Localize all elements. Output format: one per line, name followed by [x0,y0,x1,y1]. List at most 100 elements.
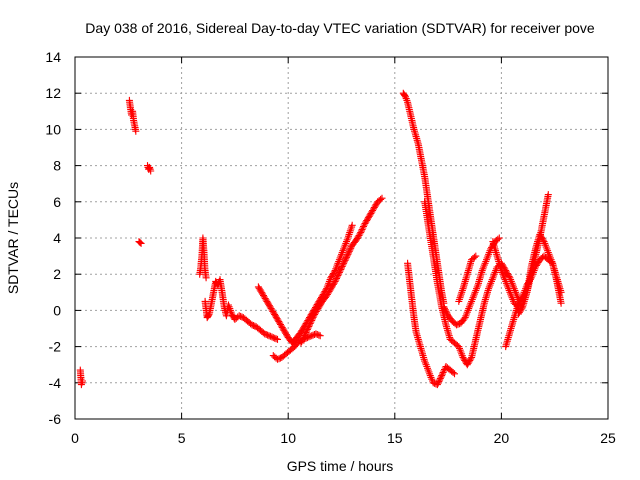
data-point [368,208,376,216]
data-point [445,330,453,338]
data-point [298,336,306,344]
plot-frame [74,56,609,420]
data-point [336,267,344,275]
y-tick-label: -6 [49,411,62,427]
data-point [274,335,281,343]
data-point [256,286,264,294]
data-point [312,308,320,315]
tick-labels: 0 5 10 15 20 25 -6 -4 -2 0 2 4 6 8 10 12 14 [45,49,616,446]
data-point [401,92,409,100]
y-tick-label: 0 [53,302,61,318]
data-point [503,339,511,347]
data-point [340,259,348,267]
data-point [371,202,379,210]
data-point [326,286,334,294]
data-point [276,319,284,327]
data-point [308,316,316,324]
data-point [283,331,290,339]
data-point [311,310,319,318]
data-point [518,304,526,312]
data-point [345,247,353,255]
data-point [455,297,463,305]
data-point [462,274,470,282]
data-point [352,236,360,244]
data-point [372,201,380,209]
data-point [312,330,320,338]
data-point [334,271,342,279]
data-point [313,331,321,338]
data-point [515,309,523,317]
data-point [261,330,269,338]
data-point [377,195,385,203]
data-point [302,328,310,336]
y-tick-label: 4 [53,230,61,246]
data-point [301,331,308,339]
data-point [360,223,367,230]
data-point [328,283,336,291]
data-point [279,325,287,333]
data-point [343,252,351,260]
data-point [364,215,371,223]
data-point [78,379,86,387]
data-point [412,133,420,141]
data-point [482,294,490,302]
grid [75,57,608,419]
data-point [327,285,335,293]
data-point [348,221,356,229]
data-point [459,285,467,293]
data-point [333,274,340,282]
data-point [458,287,466,294]
data-point [272,335,280,343]
data-point [136,239,144,246]
data-point [255,284,263,292]
data-point [280,326,288,334]
data-points [76,89,565,389]
data-point [357,229,365,237]
data-point [458,288,466,296]
data-point [338,262,346,270]
x-tick-label: 20 [494,430,510,446]
data-point [470,253,478,261]
data-point [411,127,418,135]
data-point [306,319,314,327]
data-point [306,332,314,340]
data-point [551,268,559,276]
data-point [341,256,349,264]
data-point [335,268,343,276]
x-tick-label: 5 [178,430,186,446]
y-axis-label: SDTVAR / TECUs [5,182,21,294]
data-point [303,327,311,335]
data-point [297,339,305,347]
data-point [438,370,446,378]
data-point [434,379,442,387]
data-point [467,355,475,363]
data-point [313,306,321,314]
data-point [457,292,465,300]
data-point [465,263,473,271]
data-point [353,234,361,242]
data-point [504,271,512,279]
data-point [323,292,331,300]
data-point [205,311,213,319]
data-point [436,375,444,383]
data-point [273,315,281,323]
data-point [330,279,338,287]
data-point [357,227,365,235]
data-point [337,265,345,273]
data-point [277,321,284,328]
data-point [439,369,447,376]
data-point [331,277,339,285]
data-point [262,296,270,304]
data-point [325,288,333,296]
data-point [493,252,501,260]
data-point [307,318,315,326]
data-point [460,355,468,363]
data-point [312,309,319,317]
data-point [272,313,280,321]
data-point [557,299,565,307]
data-point [275,318,283,326]
x-axis-label: GPS time / hours [287,458,394,474]
data-point [443,325,451,332]
data-point [308,315,316,323]
y-tick-label: 10 [45,121,61,137]
